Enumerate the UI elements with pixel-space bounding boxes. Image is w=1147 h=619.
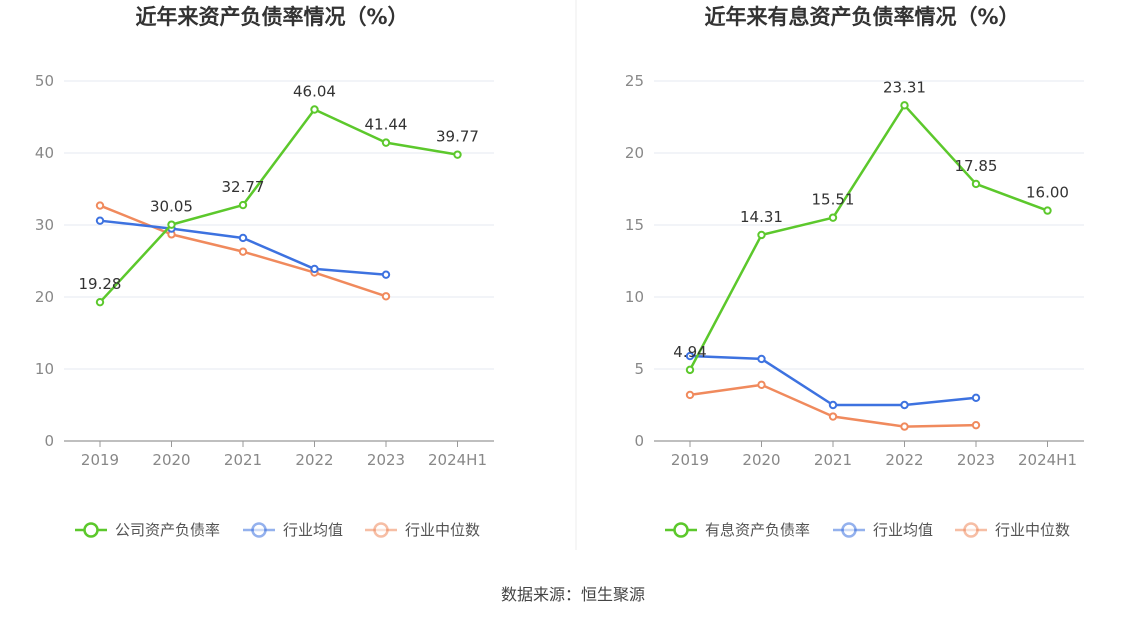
data-point[interactable] <box>900 422 909 431</box>
data-point[interactable] <box>381 270 391 279</box>
y-tick-label: 40 <box>35 144 54 162</box>
data-point[interactable] <box>828 213 838 222</box>
legend-item[interactable]: 行业中位数 <box>365 521 480 539</box>
data-label: 4.94 <box>673 343 706 361</box>
y-tick-label: 50 <box>35 72 54 90</box>
y-tick-label: 15 <box>625 216 644 234</box>
legend-item[interactable]: 行业中位数 <box>955 521 1070 539</box>
data-point[interactable] <box>828 400 838 410</box>
y-tick-label: 20 <box>35 288 54 306</box>
data-label: 23.31 <box>883 78 926 96</box>
legend-item[interactable]: 有息资产负债率 <box>665 521 810 539</box>
data-point[interactable] <box>971 393 981 402</box>
x-tick-label: 2024H1 <box>428 451 487 469</box>
data-point[interactable] <box>757 230 766 240</box>
y-tick-label: 25 <box>625 72 644 90</box>
legend-label: 行业中位数 <box>995 521 1070 539</box>
data-point[interactable] <box>238 247 248 256</box>
data-point[interactable] <box>685 351 695 361</box>
data-point[interactable] <box>310 105 319 114</box>
legend-label: 公司资产负债率 <box>115 521 220 539</box>
data-point[interactable] <box>95 201 105 210</box>
data-point[interactable] <box>971 179 981 189</box>
y-tick-label: 20 <box>625 144 644 162</box>
legend-item[interactable]: 行业均值 <box>833 521 933 539</box>
y-tick-label: 5 <box>634 360 644 378</box>
data-label: 39.77 <box>436 128 479 146</box>
x-tick-label: 2022 <box>295 451 333 469</box>
data-label: 15.51 <box>812 191 855 209</box>
legend-label: 行业中位数 <box>405 521 480 539</box>
data-label: 14.31 <box>740 208 783 226</box>
chart-panel-2: 近年来有息资产负债率情况（%） 0 5 10 15 20 25 2019 2020 2021 202… <box>625 5 1084 539</box>
legend-marker-icon <box>373 522 389 538</box>
x-tick-label: 2020 <box>152 451 190 469</box>
x-tick-label: 2023 <box>957 451 995 469</box>
chart-panel-1: 近年来资产负债率情况（%） 0 10 20 30 40 50 2019 2020 2021 2022… <box>35 5 494 539</box>
data-point[interactable] <box>238 200 248 210</box>
data-point[interactable] <box>900 400 909 410</box>
data-point[interactable] <box>381 292 391 301</box>
legend-label: 行业均值 <box>873 521 933 539</box>
data-point[interactable] <box>310 264 319 274</box>
data-point[interactable] <box>971 420 981 430</box>
x-tick-label: 2024H1 <box>1018 451 1077 469</box>
data-point[interactable] <box>238 233 248 243</box>
legend-item[interactable]: 公司资产负债率 <box>75 521 220 539</box>
legend-marker-icon <box>251 522 267 538</box>
data-label: 16.00 <box>1026 184 1069 202</box>
x-tick-label: 2021 <box>224 451 262 469</box>
x-tick-label: 2021 <box>814 451 852 469</box>
data-label: 32.77 <box>222 178 265 196</box>
legend-marker-icon <box>963 522 979 538</box>
data-point[interactable] <box>453 150 462 159</box>
y-tick-label: 10 <box>35 360 54 378</box>
data-point[interactable] <box>95 297 105 307</box>
chart-title: 近年来有息资产负债率情况（%） <box>704 5 1019 29</box>
data-label: 17.85 <box>955 157 998 175</box>
legend-label: 行业均值 <box>283 521 343 539</box>
legend-marker-icon <box>841 522 857 538</box>
x-tick-label: 2023 <box>367 451 405 469</box>
data-point[interactable] <box>900 101 909 110</box>
data-label: 46.04 <box>293 83 336 101</box>
legend-marker-icon <box>83 522 99 538</box>
source-note: 数据来源：恒生聚源 <box>501 585 645 604</box>
x-tick-label: 2019 <box>671 451 709 469</box>
data-label: 30.05 <box>150 198 193 216</box>
y-tick-label: 30 <box>35 216 54 234</box>
y-tick-label: 0 <box>44 432 54 450</box>
y-tick-label: 10 <box>625 288 644 306</box>
series-line <box>99 108 458 304</box>
data-label: 19.28 <box>79 275 122 293</box>
data-point[interactable] <box>828 412 838 421</box>
data-point[interactable] <box>167 220 176 229</box>
data-point[interactable] <box>757 380 766 390</box>
data-point[interactable] <box>685 390 695 400</box>
y-tick-label: 0 <box>634 432 644 450</box>
data-point[interactable] <box>685 365 695 375</box>
series-line <box>689 354 977 407</box>
legend-label: 有息资产负债率 <box>705 521 810 539</box>
data-point[interactable] <box>95 216 105 225</box>
legend-marker-icon <box>673 522 689 538</box>
data-label: 41.44 <box>365 116 408 134</box>
x-tick-label: 2020 <box>742 451 780 469</box>
chart-title: 近年来资产负债率情况（%） <box>135 5 408 29</box>
series-line <box>688 104 1048 371</box>
data-point[interactable] <box>1043 206 1052 215</box>
x-tick-label: 2022 <box>885 451 923 469</box>
data-point[interactable] <box>757 354 766 364</box>
legend-item[interactable]: 行业均值 <box>243 521 343 539</box>
x-tick-label: 2019 <box>81 451 119 469</box>
data-point[interactable] <box>381 138 391 147</box>
